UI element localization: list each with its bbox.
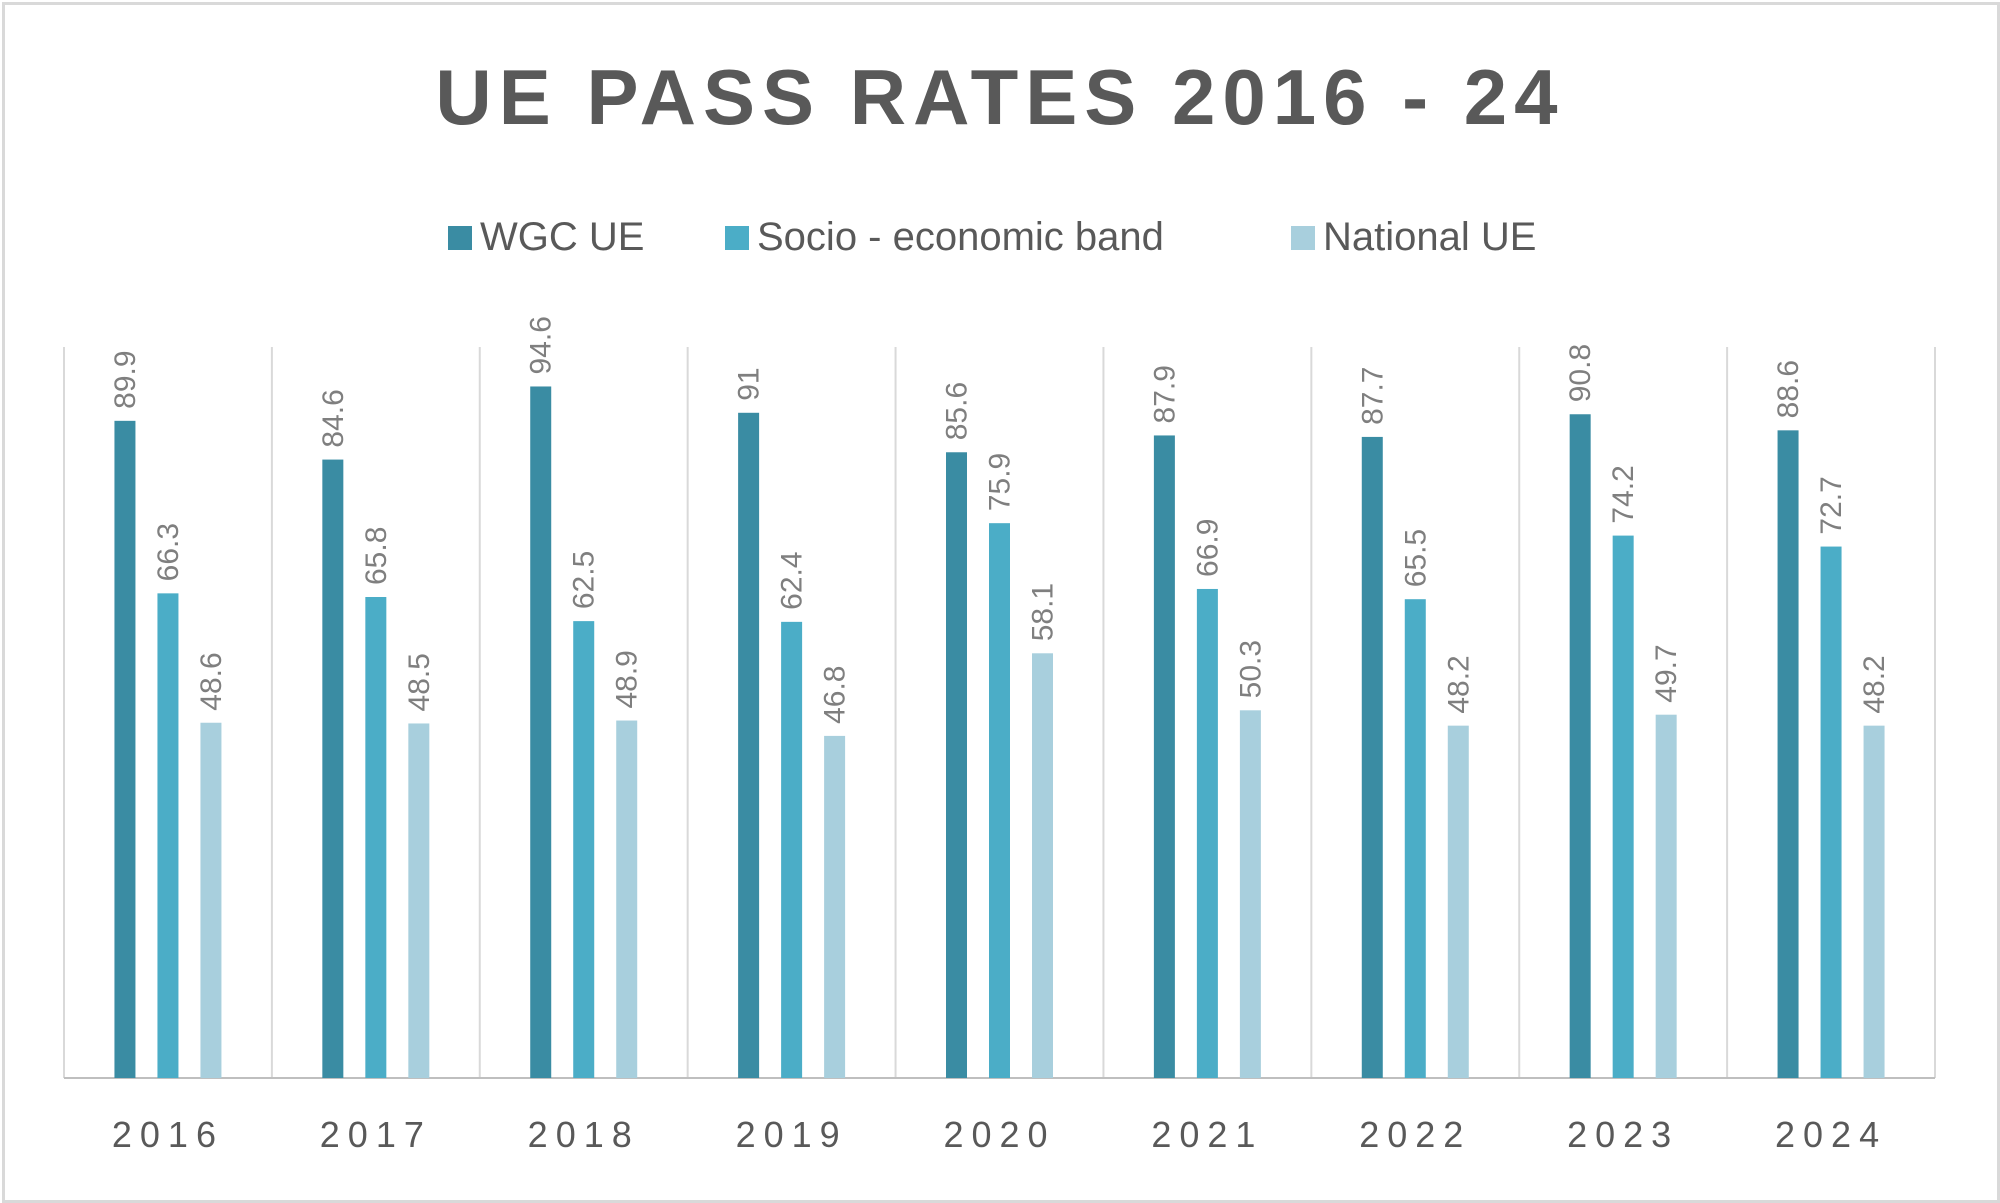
data-label: 87.9 — [1148, 365, 1181, 423]
x-tick-label: 2016 — [112, 1114, 224, 1155]
bar-national-ue-2024 — [1863, 725, 1885, 1078]
bar-national-ue-2018 — [616, 720, 638, 1078]
legend-label: Socio - economic band — [757, 215, 1164, 259]
bar-wgc-ue-2024 — [1777, 430, 1799, 1079]
bar-socio-economic-band-2023 — [1612, 535, 1634, 1078]
bar-wgc-ue-2020 — [946, 452, 967, 1078]
bar-wgc-ue-2017 — [322, 459, 344, 1079]
x-tick-label: 2017 — [320, 1114, 432, 1155]
data-label: 66.9 — [1191, 519, 1224, 577]
x-tick-label: 2022 — [1359, 1114, 1471, 1155]
x-tick-label: 2019 — [736, 1114, 848, 1155]
data-label: 50.3 — [1234, 640, 1267, 698]
data-label: 48.2 — [1858, 655, 1891, 713]
bar-wgc-ue-2022 — [1361, 436, 1383, 1079]
bar-socio-economic-band-2018 — [573, 621, 595, 1078]
legend-swatch — [1291, 225, 1315, 250]
legend-item-socio-economic-band: Socio - economic band — [725, 215, 1164, 260]
bar-socio-economic-band-2017 — [365, 597, 387, 1078]
legend-swatch — [448, 225, 472, 250]
bar-national-ue-2020 — [1032, 653, 1053, 1078]
data-label: 75.9 — [984, 453, 1017, 511]
data-label: 66.3 — [152, 523, 185, 581]
data-label: 94.6 — [525, 316, 558, 374]
data-label: 58.1 — [1027, 583, 1060, 641]
legend-item-national-ue: National UE — [1291, 215, 1536, 260]
data-label: 46.8 — [819, 666, 852, 724]
bar-national-ue-2016 — [200, 722, 222, 1078]
bar-national-ue-2023 — [1655, 714, 1677, 1078]
data-label: 85.6 — [941, 382, 974, 440]
data-label: 62.4 — [776, 551, 809, 609]
x-tick-label: 2023 — [1567, 1114, 1679, 1155]
bar-wgc-ue-2016 — [114, 420, 136, 1078]
data-label: 49.7 — [1650, 644, 1683, 702]
bar-socio-economic-band-2024 — [1820, 546, 1842, 1078]
data-label: 48.2 — [1442, 655, 1475, 713]
legend-swatch — [725, 225, 749, 250]
legend: WGC UE Socio - economic band National UE — [0, 215, 2000, 265]
bar-socio-economic-band-2021 — [1196, 588, 1218, 1078]
data-label: 48.6 — [195, 652, 228, 710]
x-tick-label: 2021 — [1151, 1114, 1263, 1155]
data-label: 89.9 — [109, 350, 142, 408]
x-tick-label: 2024 — [1775, 1114, 1887, 1155]
bar-national-ue-2021 — [1239, 710, 1261, 1078]
legend-item-wgc-ue: WGC UE — [448, 215, 644, 260]
data-label: 65.5 — [1399, 529, 1432, 587]
legend-label: WGC UE — [480, 215, 645, 259]
data-label: 74.2 — [1607, 465, 1640, 523]
data-label: 62.5 — [568, 551, 601, 609]
data-label: 87.7 — [1356, 367, 1389, 425]
x-tick-label: 2020 — [943, 1114, 1055, 1155]
data-label: 48.9 — [611, 650, 644, 708]
bar-socio-economic-band-2020 — [989, 523, 1010, 1078]
bar-wgc-ue-2018 — [530, 386, 552, 1078]
bar-national-ue-2019 — [824, 735, 846, 1078]
bar-wgc-ue-2019 — [738, 412, 760, 1078]
legend-label: National UE — [1323, 215, 1537, 259]
data-label: 72.7 — [1815, 476, 1848, 534]
chart-title: UE PASS RATES 2016 - 24 — [435, 53, 1565, 141]
data-label: 65.8 — [360, 527, 393, 585]
data-label: 91 — [733, 367, 766, 400]
data-label: 48.5 — [403, 653, 436, 711]
data-label: 90.8 — [1564, 344, 1597, 402]
data-label: 88.6 — [1772, 360, 1805, 418]
bar-national-ue-2022 — [1447, 725, 1469, 1078]
bar-wgc-ue-2021 — [1153, 435, 1175, 1078]
bar-national-ue-2017 — [408, 723, 430, 1078]
bar-socio-economic-band-2016 — [157, 593, 179, 1078]
data-label: 84.6 — [317, 389, 350, 447]
bar-wgc-ue-2023 — [1569, 414, 1591, 1078]
x-tick-label: 2018 — [528, 1114, 640, 1155]
bar-socio-economic-band-2019 — [781, 621, 803, 1078]
bar-socio-economic-band-2022 — [1404, 599, 1426, 1078]
